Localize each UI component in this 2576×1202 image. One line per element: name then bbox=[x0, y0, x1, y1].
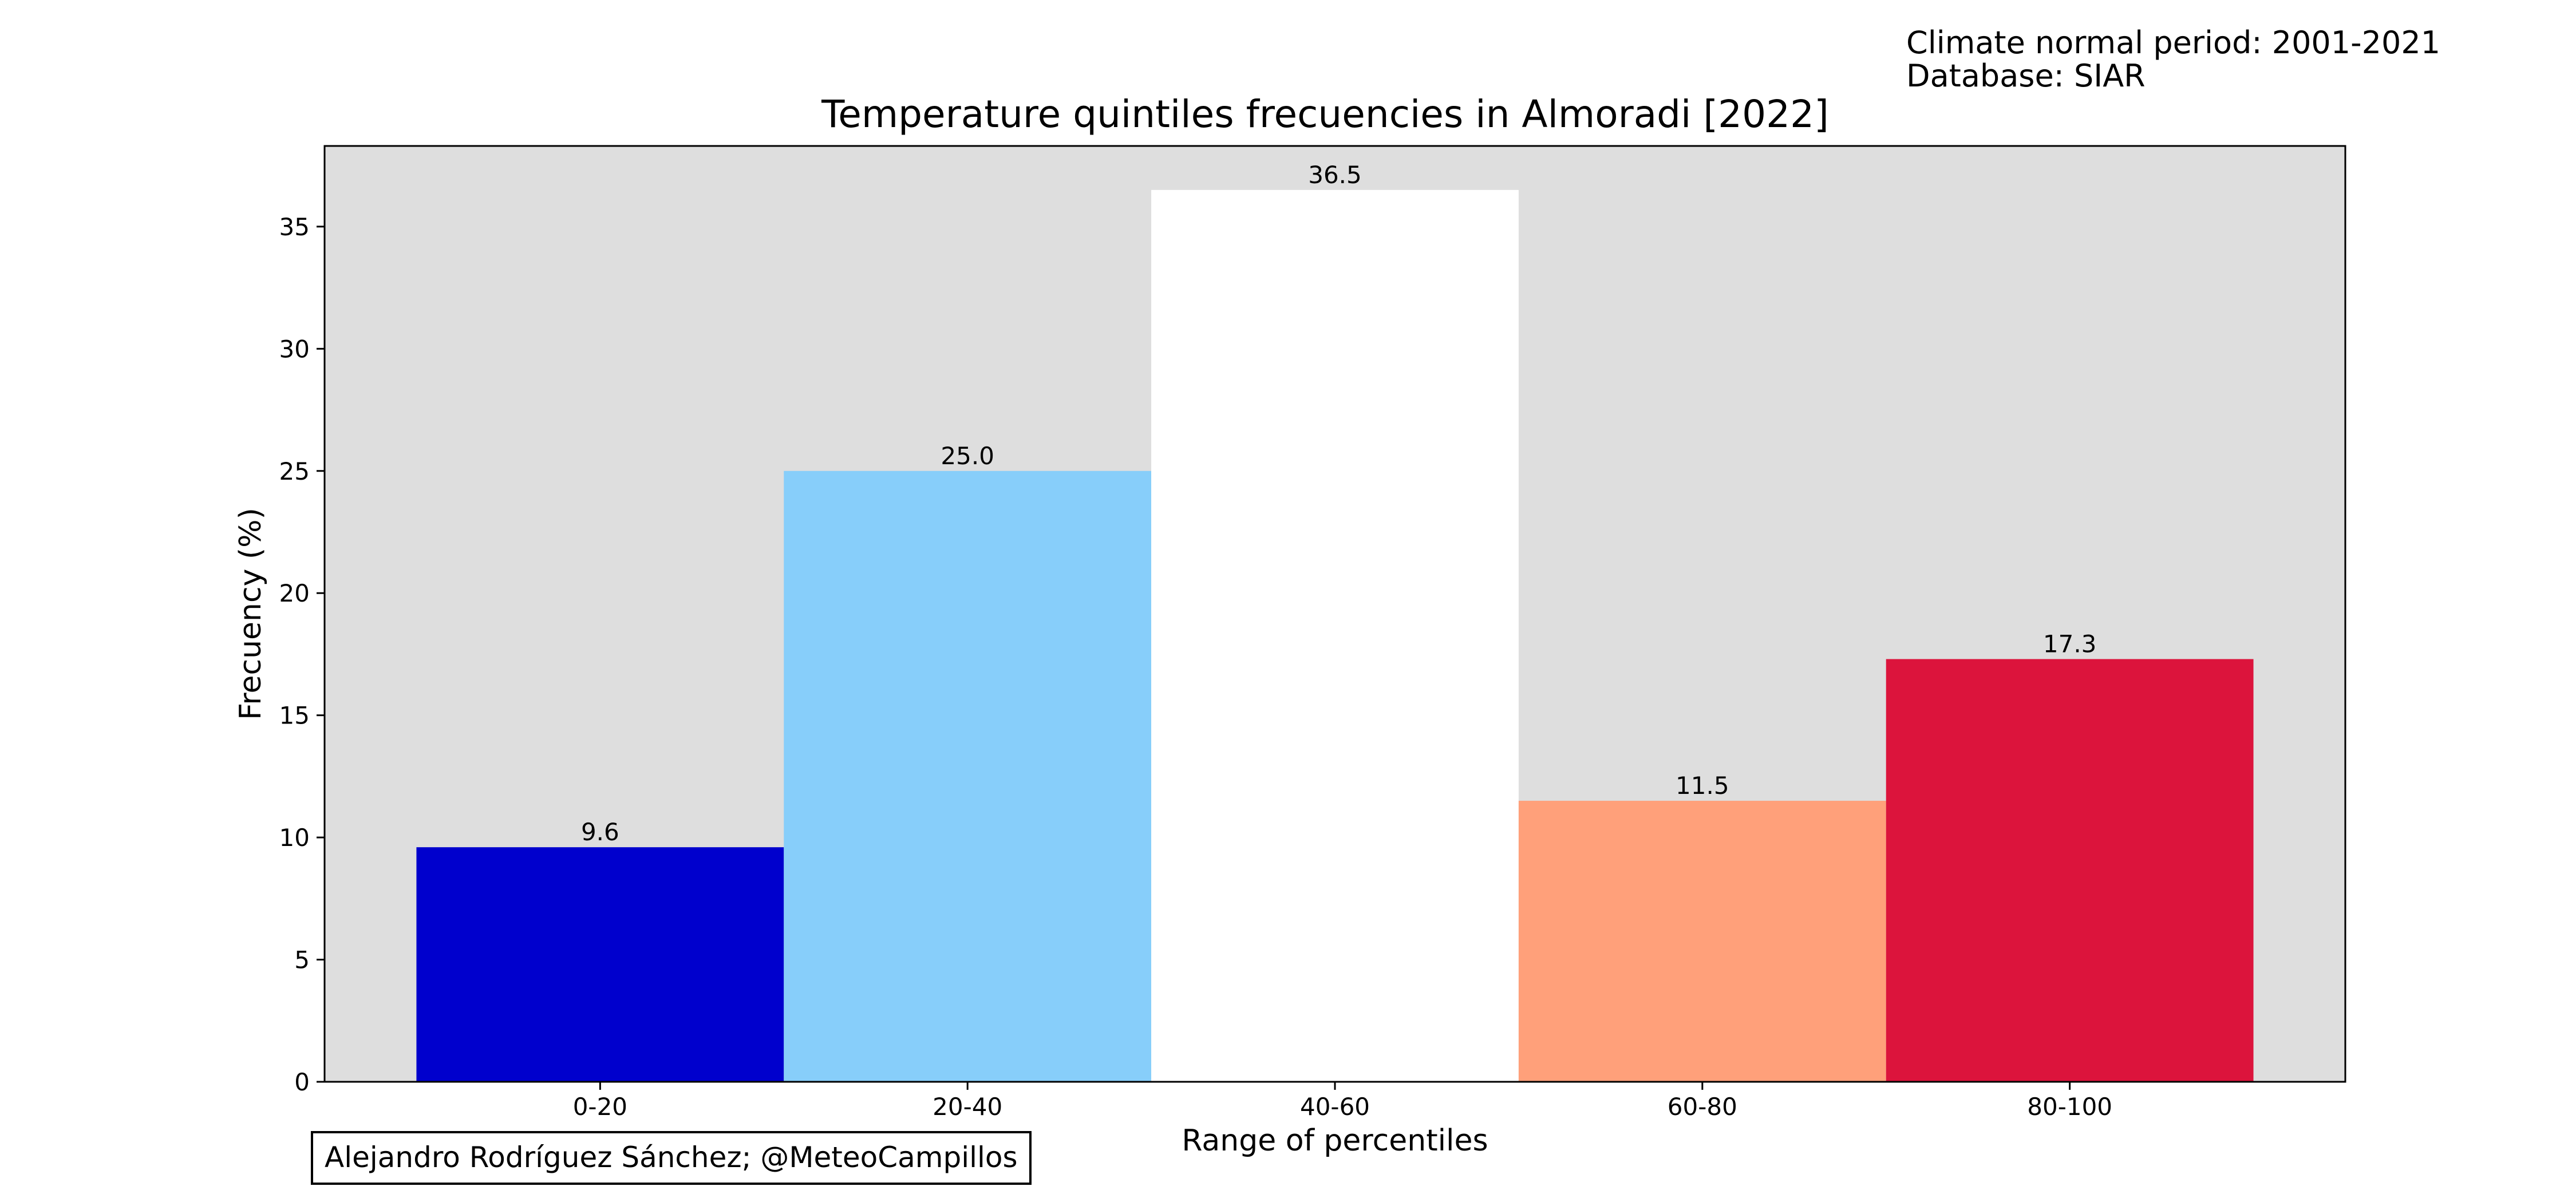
bar-0-20 bbox=[416, 847, 784, 1082]
x-axis-label: Range of percentiles bbox=[1182, 1124, 1488, 1158]
y-tick-label: 0 bbox=[294, 1068, 310, 1096]
y-tick-label: 35 bbox=[279, 213, 310, 241]
x-tick-label: 60-80 bbox=[1668, 1093, 1737, 1121]
bars-group: 9.6 25.0 36.5 11.5 17.3 bbox=[416, 161, 2254, 1082]
y-tick-label: 15 bbox=[279, 702, 310, 730]
bar-value-label: 36.5 bbox=[1308, 161, 1362, 189]
author-credit: Alejandro Rodríguez Sánchez; @MeteoCampi… bbox=[311, 1131, 1032, 1185]
climate-normal-period-note: Climate normal period: 2001-2021 bbox=[1906, 25, 2441, 61]
x-tick-label: 20-40 bbox=[933, 1093, 1002, 1121]
plot-frame bbox=[323, 145, 2346, 1083]
y-tick-label: 20 bbox=[279, 579, 310, 607]
bar-value-label: 9.6 bbox=[581, 818, 619, 846]
y-tick-label: 5 bbox=[294, 946, 310, 974]
x-tick-label: 40-60 bbox=[1300, 1093, 1370, 1121]
database-note: Database: SIAR bbox=[1906, 58, 2146, 94]
y-tick-label: 10 bbox=[279, 824, 310, 852]
x-tick-label: 0-20 bbox=[573, 1093, 627, 1121]
axes-group: 0-20 20-40 40-60 60-80 80-100 0 5 10 15 20 25 30 35 bbox=[279, 145, 2346, 1121]
bar-80-100 bbox=[1886, 659, 2254, 1082]
y-tick-label: 25 bbox=[279, 457, 310, 485]
bar-value-label: 11.5 bbox=[1676, 772, 1729, 800]
y-axis-label: Frecuency (%) bbox=[234, 508, 268, 720]
chart-title: Temperature quintiles frecuencies in Alm… bbox=[821, 92, 1829, 136]
x-tick-label: 80-100 bbox=[2027, 1093, 2112, 1121]
bar-40-60 bbox=[1151, 189, 1519, 1082]
y-tick-label: 30 bbox=[279, 335, 310, 363]
bar-20-40 bbox=[784, 470, 1152, 1082]
bar-value-label: 25.0 bbox=[941, 442, 994, 470]
bar-60-80 bbox=[1518, 801, 1886, 1082]
bar-value-label: 17.3 bbox=[2043, 630, 2097, 658]
